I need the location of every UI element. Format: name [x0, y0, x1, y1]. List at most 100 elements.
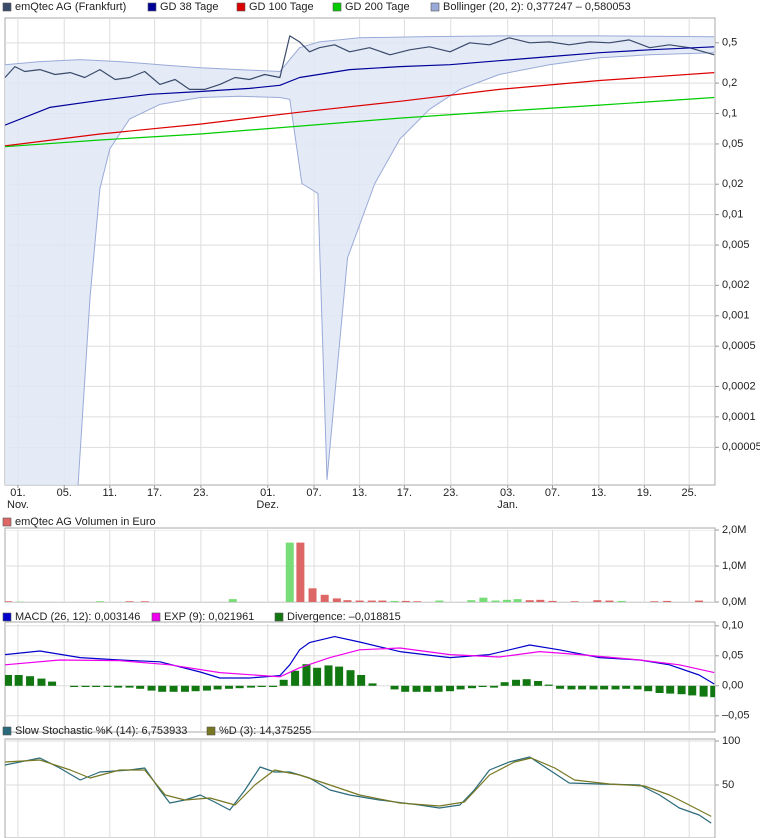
y-tick-label: –0,05	[722, 710, 750, 722]
x-tick-label: 07.	[545, 487, 560, 499]
bar	[320, 594, 329, 602]
bar	[491, 600, 500, 602]
bar	[593, 600, 602, 602]
bar	[202, 685, 211, 691]
series-line	[5, 647, 715, 678]
bar	[355, 600, 364, 602]
bar	[666, 685, 675, 694]
y-tick-label: 50	[722, 779, 734, 791]
bar	[478, 685, 487, 687]
bar	[390, 600, 399, 602]
bar	[225, 685, 234, 689]
x-tick-label: 13.	[591, 487, 606, 499]
bar	[5, 601, 13, 602]
bar	[302, 664, 311, 686]
bar	[633, 685, 642, 690]
bar	[677, 685, 686, 695]
bar	[710, 685, 715, 698]
x-month-label: Jan.	[497, 499, 518, 511]
x-tick-label: 23.	[443, 487, 458, 499]
legend-swatch	[2, 2, 12, 12]
bar	[169, 685, 178, 692]
x-tick-label: 01.	[10, 487, 25, 499]
bar	[413, 601, 422, 602]
bar	[140, 601, 149, 602]
bar	[357, 675, 366, 686]
series-line	[5, 46, 715, 126]
x-tick-label: 13.	[352, 487, 367, 499]
y-tick-label: 0,00	[722, 680, 743, 692]
x-month-label: Dez.	[256, 499, 279, 511]
bar	[578, 685, 587, 690]
bar	[522, 679, 531, 686]
bar	[434, 685, 443, 692]
bar	[313, 667, 322, 686]
plot-layer	[5, 740, 715, 838]
legend-swatch	[2, 517, 12, 527]
bar	[600, 685, 609, 690]
bar	[502, 599, 511, 602]
y-tick-label: 0,0M	[722, 596, 746, 608]
legend-label: Bollinger (20, 2): 0,377247 – 0,580053	[443, 1, 631, 13]
bar	[346, 670, 355, 686]
y-tick-label: 2,0M	[722, 524, 746, 536]
bar	[92, 685, 101, 687]
bar	[401, 600, 410, 602]
x-tick-label: 07.	[306, 487, 321, 499]
bar	[548, 600, 557, 602]
bar	[235, 685, 244, 689]
x-tick-label: 17.	[397, 487, 412, 499]
bar	[412, 685, 421, 692]
bar	[269, 685, 278, 687]
bar	[343, 600, 352, 602]
legend-swatch	[236, 2, 246, 12]
legend-label: Slow Stochastic %K (14): 6,753933	[15, 725, 187, 737]
y-tick-label: 0,1	[722, 107, 737, 119]
legend-swatch	[2, 612, 12, 622]
bar	[556, 685, 565, 689]
bollinger-lower	[77, 52, 715, 485]
bar	[622, 685, 631, 689]
y-tick-label: 0,2	[722, 77, 737, 89]
legend-label: GD 100 Tage	[249, 1, 314, 13]
bar	[699, 685, 708, 697]
bar	[213, 685, 222, 690]
bar	[114, 685, 123, 688]
bar	[423, 685, 432, 692]
bar	[468, 685, 477, 689]
y-tick-label: 0,001	[722, 310, 750, 322]
y-tick-label: 0,05	[722, 138, 743, 150]
bar	[5, 675, 13, 686]
bar	[525, 600, 534, 602]
bar	[611, 685, 620, 690]
bar	[617, 600, 626, 602]
legend-label: Divergence: –0,018815	[287, 611, 401, 623]
bar	[567, 685, 576, 690]
bar	[605, 600, 614, 602]
bar	[26, 676, 35, 686]
bar	[544, 684, 553, 686]
bar	[81, 685, 90, 687]
y-tick-label: 0,005	[722, 239, 750, 251]
bollinger-upper	[5, 35, 715, 72]
bar	[180, 685, 189, 692]
bar	[512, 679, 521, 686]
bar	[291, 670, 300, 686]
bar	[308, 588, 317, 602]
bar	[456, 685, 465, 690]
bar	[95, 601, 104, 602]
bar	[650, 601, 659, 602]
y-tick-label: 0,05	[722, 650, 743, 662]
y-tick-label: 100	[722, 735, 740, 747]
bar	[125, 601, 134, 602]
legend-swatch	[2, 726, 12, 736]
bar	[158, 685, 167, 692]
legend-label: emQtec AG Volumen in Euro	[15, 516, 156, 528]
bar	[513, 599, 522, 602]
legend-swatch	[147, 2, 157, 12]
legend-label: GD 38 Tage	[160, 1, 219, 13]
bar	[335, 666, 344, 686]
bollinger-band-fill	[5, 35, 715, 485]
bar	[324, 665, 333, 686]
